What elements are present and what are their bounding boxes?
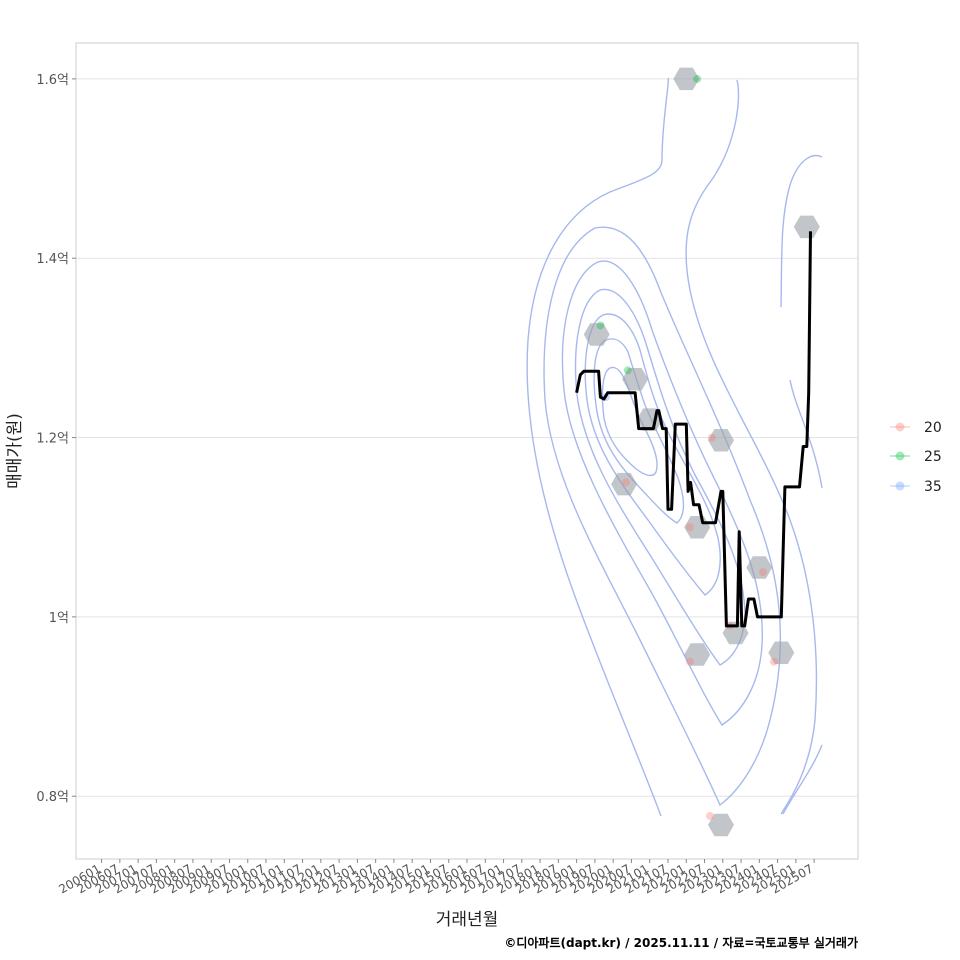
hexbin [622, 368, 649, 391]
y-axis: 0.8억 1억 1.2억 1.4억 1.6억 [36, 73, 76, 805]
data-point-20 [685, 657, 694, 666]
price-line-layer [575, 231, 812, 628]
legend-key-20-dot [895, 422, 905, 432]
hexbin [673, 67, 700, 91]
density-contours [526, 77, 823, 817]
panel-background [75, 42, 859, 860]
y-tick-label: 1.6억 [36, 73, 69, 88]
legend-label-35: 35 [924, 479, 942, 495]
y-tick-label: 1.2억 [36, 432, 69, 447]
density-contour-10 [593, 338, 685, 524]
density-contour-6 [543, 226, 782, 807]
hexbin [708, 813, 734, 837]
legend-key-35-dot [895, 481, 905, 491]
data-point-20 [707, 433, 716, 442]
data-point-20 [758, 568, 767, 577]
legend-key-25-dot [895, 451, 905, 461]
density-contour-8 [574, 288, 746, 666]
density-contour-9 [584, 313, 721, 596]
y-tick-label: 1억 [49, 611, 69, 626]
data-point-25 [623, 366, 632, 375]
hexbin [793, 215, 820, 239]
price-line [575, 231, 812, 628]
legend-label-25: 25 [924, 449, 942, 465]
hexbin [684, 643, 711, 666]
x-axis-title: 거래년월 [436, 910, 499, 930]
data-point-20 [769, 657, 778, 666]
source-caption: ©디아파트(dapt.kr) / 2025.11.11 / 자료=국토교통부 실… [504, 935, 858, 950]
x-axis: 2006012006072007012007072008012008072009… [56, 859, 816, 897]
density-contour-2 [685, 79, 818, 815]
density-contour-3 [780, 155, 823, 308]
hexbin [583, 323, 610, 346]
legend: 20 25 35 [890, 420, 942, 495]
density-contour-7 [561, 260, 763, 726]
y-tick-label: 1.4억 [36, 252, 69, 267]
hexbin [768, 641, 795, 664]
y-tick-label: 0.8억 [36, 790, 69, 805]
y-axis-title: 매매가(원) [5, 413, 25, 489]
hexbin [746, 556, 773, 579]
hexbin [708, 429, 734, 452]
data-point-20 [621, 478, 630, 487]
gridlines [76, 78, 858, 797]
legend-label-20: 20 [924, 420, 942, 436]
data-point-25 [596, 321, 605, 330]
density-contour-5 [782, 744, 823, 815]
hexbin [722, 621, 749, 645]
data-point-25 [693, 74, 702, 83]
density-contour-1 [526, 77, 670, 817]
hexbin [611, 472, 638, 496]
data-point-20 [685, 523, 694, 532]
data-point-20 [706, 811, 715, 820]
density-contour-4 [789, 379, 823, 489]
